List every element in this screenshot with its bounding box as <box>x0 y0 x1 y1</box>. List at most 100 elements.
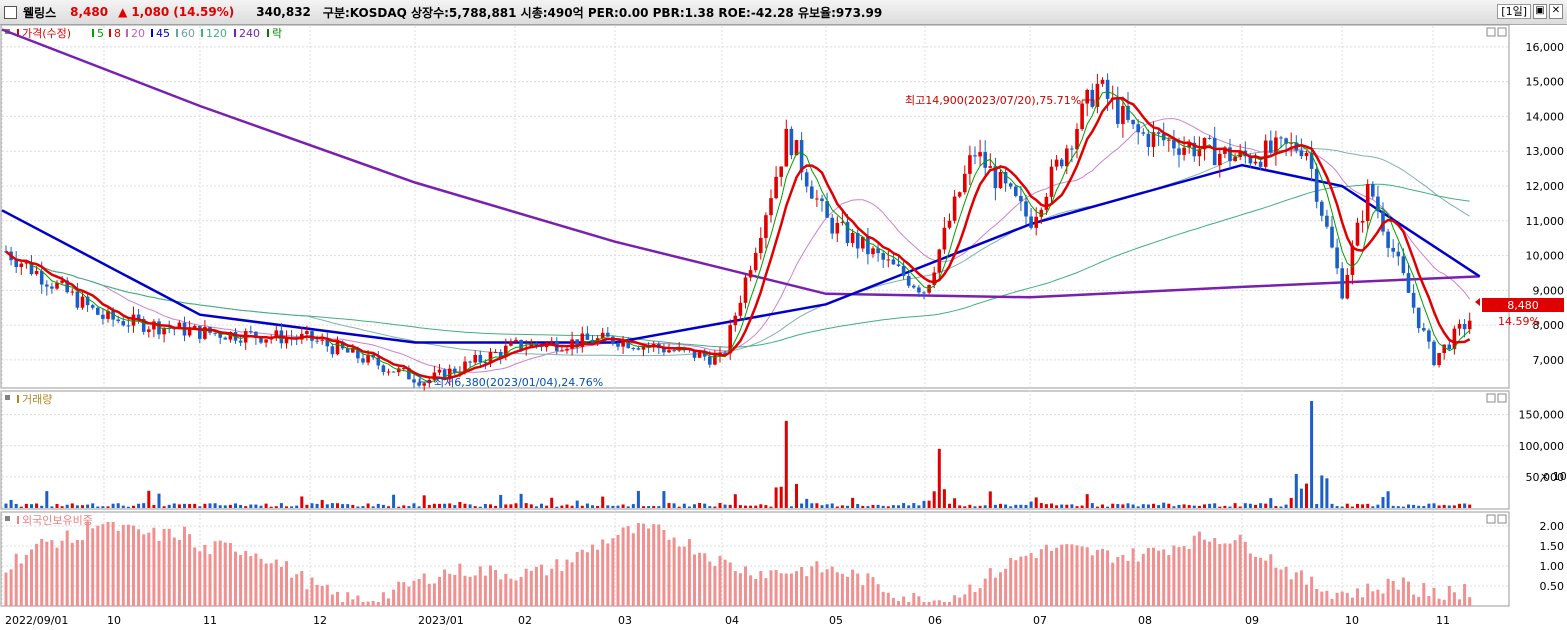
foreign-bar <box>1427 595 1431 606</box>
legend-ma-7: 락 <box>272 27 282 40</box>
candle-body <box>784 128 789 167</box>
candle-body <box>957 192 962 197</box>
window-controls: [1일] ▣ ✕ <box>1497 4 1563 19</box>
volume-bar <box>285 506 288 508</box>
candle-body <box>891 259 896 265</box>
volume-bar <box>1034 497 1038 508</box>
candle-body <box>45 284 49 287</box>
candle-body <box>1263 140 1268 167</box>
volume-bar <box>621 504 625 508</box>
candle-body <box>29 262 34 275</box>
volume-bar <box>1248 503 1252 508</box>
foreign-bar <box>642 523 645 606</box>
foreign-bar <box>1325 590 1329 606</box>
candle-body <box>483 362 488 364</box>
foreign-bar <box>397 581 401 606</box>
candle-body <box>1462 323 1467 330</box>
foreign-bar <box>1458 599 1461 606</box>
price-change-pct: (14.59%) <box>173 5 235 19</box>
foreign-bar <box>1356 588 1359 606</box>
close-icon[interactable]: ✕ <box>1549 4 1563 19</box>
foreign-bar <box>1407 581 1410 606</box>
volume-bar <box>274 506 278 508</box>
volume-bar <box>483 504 487 508</box>
volume-bar <box>1182 504 1186 508</box>
foreign-bar <box>682 546 686 606</box>
foreign-bar <box>693 554 696 606</box>
volume-bar <box>1192 505 1196 508</box>
volume-bar <box>1269 498 1273 508</box>
volume-bar <box>636 490 640 508</box>
foreign-bar <box>871 577 875 606</box>
volume-bar <box>1463 503 1467 508</box>
candle-body <box>692 349 697 358</box>
period-button[interactable]: [1일] <box>1497 4 1531 19</box>
panel-close-icon[interactable] <box>1497 27 1507 37</box>
foreign-bar <box>376 602 380 606</box>
candle-body <box>192 325 197 328</box>
panel-maximize-icon[interactable] <box>1486 27 1496 37</box>
foreign-bar <box>978 588 982 606</box>
foreign-bar <box>1152 547 1155 606</box>
panel-close-icon[interactable] <box>1497 514 1507 524</box>
panel-maximize-icon[interactable] <box>1486 514 1496 524</box>
candle-body <box>187 327 192 336</box>
volume-bar <box>504 504 508 508</box>
volume-bar <box>820 505 824 508</box>
foreign-panel-buttons[interactable] <box>1486 514 1507 524</box>
volume-bar <box>1177 504 1181 508</box>
candle-body <box>141 319 146 332</box>
foreign-bar <box>320 585 324 606</box>
volume-bar <box>203 503 207 508</box>
volume-bar <box>269 506 273 508</box>
foreign-bar <box>1345 593 1349 606</box>
volume-bar <box>698 502 702 508</box>
volume-bar <box>1442 504 1446 508</box>
volume-bar <box>856 504 860 508</box>
volume-bar <box>1366 503 1370 508</box>
foreign-bar <box>1055 547 1059 606</box>
candle-body <box>590 339 595 344</box>
volume-bar <box>932 491 936 508</box>
panel-maximize-icon[interactable] <box>1486 393 1496 403</box>
volume-bar <box>14 503 18 508</box>
date-tick: 04 <box>725 614 739 627</box>
foreign-bar <box>101 524 105 606</box>
maximize-icon[interactable]: ▣ <box>1533 4 1547 19</box>
foreign-bar <box>330 594 334 606</box>
volume-bar <box>601 496 605 508</box>
select-checkbox[interactable] <box>4 5 17 19</box>
candle-body <box>1167 139 1171 141</box>
ma8-line <box>5 96 1471 381</box>
foreign-bar <box>1085 547 1089 606</box>
volume-bar <box>907 505 911 508</box>
foreign-bar <box>993 577 997 606</box>
legend-ma-6: 240 <box>239 27 260 40</box>
volume-bar <box>218 505 222 508</box>
foreign-bar <box>1294 572 1298 606</box>
foreign-bar <box>606 543 610 606</box>
volume-bar <box>142 503 146 508</box>
foreign-bar <box>264 563 268 606</box>
volume-bar <box>1340 506 1344 508</box>
volume-bar <box>703 503 707 508</box>
volume-bar <box>65 504 69 508</box>
legend-marker-icon <box>151 29 153 37</box>
volume-bar <box>300 496 304 508</box>
legend-marker-icon <box>176 29 178 37</box>
candle-body <box>442 369 447 380</box>
foreign-bar <box>387 598 390 606</box>
legend-marker-icon <box>92 29 94 37</box>
foreign-bar <box>815 561 819 606</box>
volume-bar <box>325 504 329 508</box>
candle-body <box>356 347 360 359</box>
foreign-bar <box>137 529 141 606</box>
volume-bar <box>764 505 768 508</box>
volume-bar <box>779 486 783 508</box>
foreign-bar <box>478 566 482 606</box>
candle-body <box>702 352 707 357</box>
panel-close-icon[interactable] <box>1497 393 1507 403</box>
volume-panel-buttons[interactable] <box>1486 393 1507 403</box>
candle-body <box>662 348 666 353</box>
price-panel-buttons[interactable] <box>1486 27 1507 37</box>
